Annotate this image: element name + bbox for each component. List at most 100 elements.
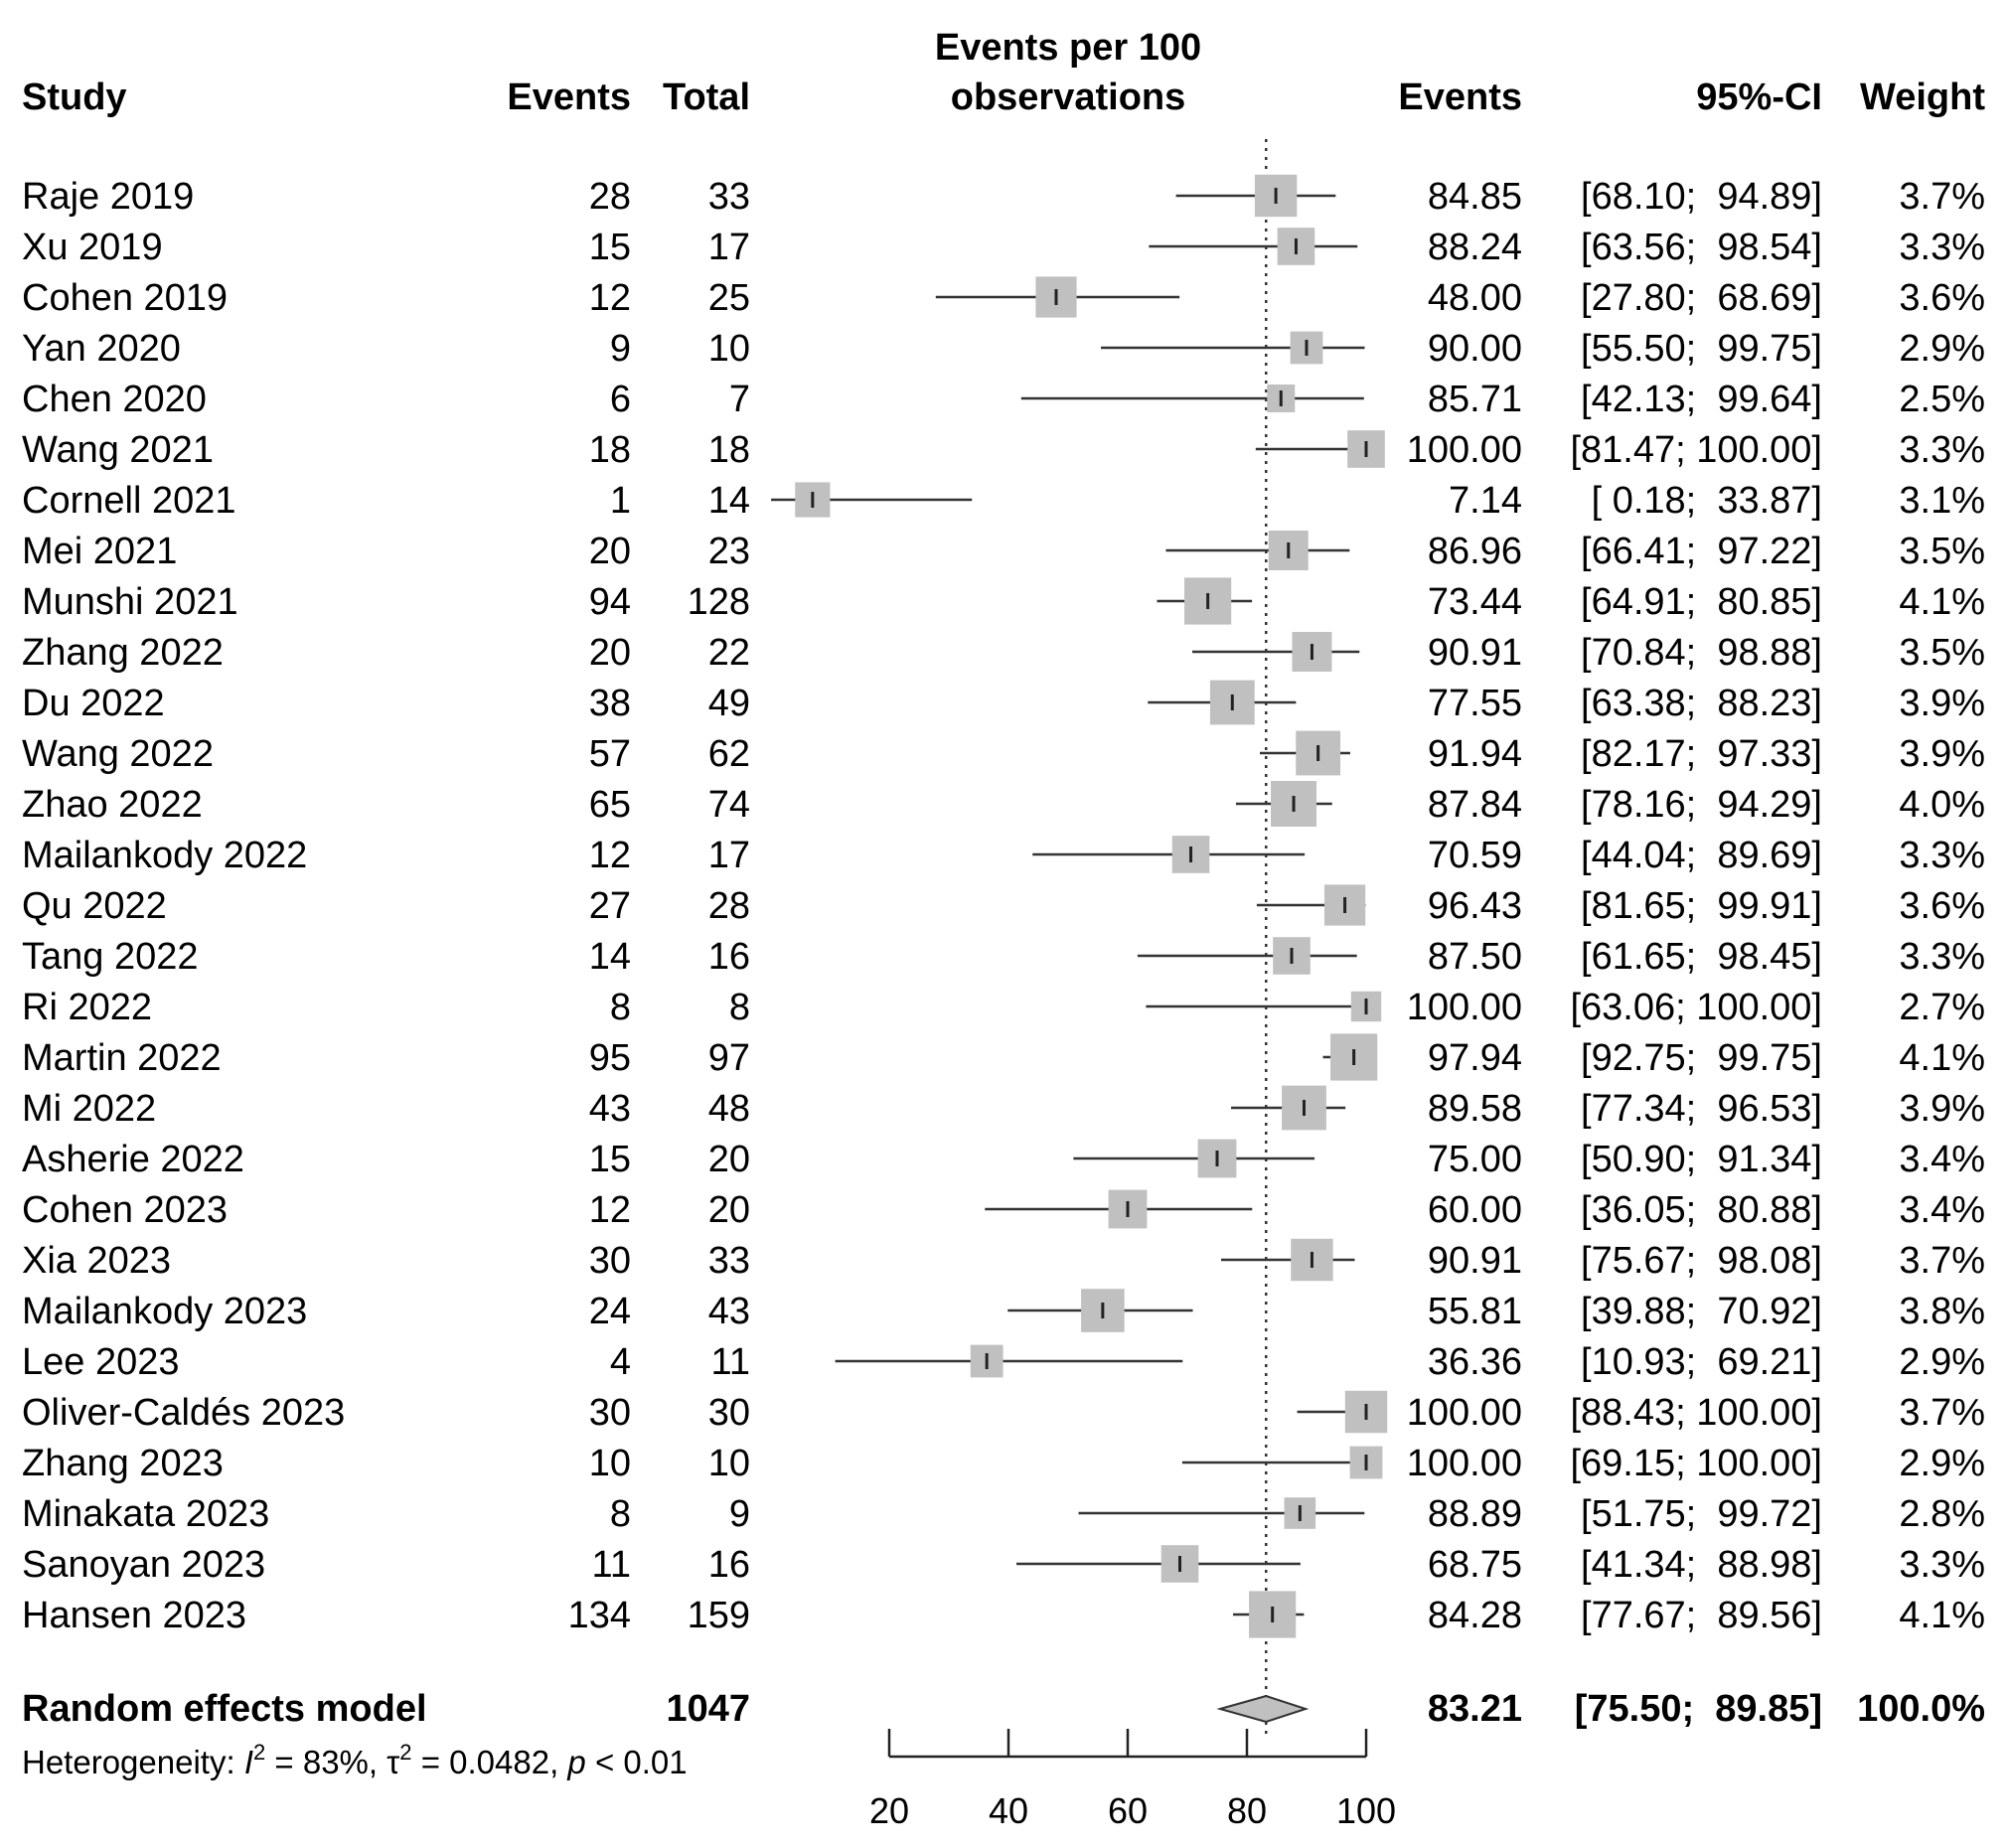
study-rate: 100.00 bbox=[1407, 1443, 1522, 1484]
column-headers: Study Events Total Events per 100 observ… bbox=[22, 27, 1985, 118]
study-row: Mailankody 2023 24 43 55.81 [39.88; 70.92] 3.… bbox=[22, 1289, 1985, 1332]
study-ci: [63.06; 100.00] bbox=[1570, 987, 1822, 1028]
study-ci: [68.10; 94.89] bbox=[1581, 176, 1822, 218]
study-ci: [55.50; 99.75] bbox=[1581, 328, 1822, 370]
study-ci: [92.75; 99.75] bbox=[1581, 1037, 1822, 1079]
study-row: Wang 2021 18 18 100.00 [81.47; 100.00] 3.3% bbox=[22, 429, 1985, 471]
study-weight: 3.5% bbox=[1899, 632, 1985, 674]
study-ci: [61.65; 98.45] bbox=[1581, 936, 1822, 978]
study-rate: 88.24 bbox=[1428, 227, 1522, 268]
study-name: Zhao 2022 bbox=[22, 784, 203, 826]
study-total: 74 bbox=[708, 784, 750, 826]
study-weight: 3.4% bbox=[1899, 1189, 1985, 1231]
study-name: Qu 2022 bbox=[22, 885, 167, 927]
study-weight: 3.9% bbox=[1899, 683, 1985, 724]
het-p-rest: < 0.01 bbox=[586, 1744, 688, 1780]
study-ci: [39.88; 70.92] bbox=[1581, 1291, 1822, 1332]
study-rate: 100.00 bbox=[1407, 987, 1522, 1028]
study-total: 48 bbox=[708, 1088, 750, 1130]
study-total: 22 bbox=[708, 632, 750, 674]
study-rate: 73.44 bbox=[1428, 581, 1522, 623]
study-weight: 3.3% bbox=[1899, 936, 1985, 978]
study-ci: [77.67; 89.56] bbox=[1581, 1595, 1822, 1636]
study-name: Xia 2023 bbox=[22, 1240, 171, 1282]
study-row: Yan 2020 9 10 90.00 [55.50; 99.75] 2.9% bbox=[22, 328, 1985, 370]
study-rate: 36.36 bbox=[1428, 1341, 1522, 1383]
study-events: 38 bbox=[589, 683, 631, 724]
study-rows: Raje 2019 28 33 84.85 [68.10; 94.89] 3.7% Xu 2… bbox=[22, 174, 1985, 1638]
study-rate: 90.91 bbox=[1428, 1240, 1522, 1282]
study-rate: 91.94 bbox=[1428, 733, 1522, 775]
summary-label: Random effects model bbox=[22, 1688, 427, 1730]
study-ci: [50.90; 91.34] bbox=[1581, 1139, 1822, 1180]
header-events-rate: Events bbox=[1398, 77, 1522, 118]
study-rate: 88.89 bbox=[1428, 1493, 1522, 1535]
study-row: Mailankody 2022 12 17 70.59 [44.04; 89.69] 3.… bbox=[22, 835, 1985, 876]
study-weight: 3.9% bbox=[1899, 1088, 1985, 1130]
heterogeneity-text: Heterogeneity: I2 = 83%, τ2 = 0.0482, p … bbox=[22, 1740, 688, 1780]
study-total: 25 bbox=[708, 277, 750, 319]
study-row: Tang 2022 14 16 87.50 [61.65; 98.45] 3.3% bbox=[22, 936, 1985, 978]
study-rate: 70.59 bbox=[1428, 835, 1522, 876]
study-total: 62 bbox=[708, 733, 750, 775]
study-row: Minakata 2023 8 9 88.89 [51.75; 99.72] 2.8% bbox=[22, 1493, 1985, 1535]
study-name: Xu 2019 bbox=[22, 227, 163, 268]
study-name: Asherie 2022 bbox=[22, 1139, 244, 1180]
study-rate: 84.85 bbox=[1428, 176, 1522, 218]
study-ci: [70.84; 98.88] bbox=[1581, 632, 1822, 674]
study-weight: 3.7% bbox=[1899, 1240, 1985, 1282]
study-name: Mei 2021 bbox=[22, 531, 177, 572]
study-name: Wang 2022 bbox=[22, 733, 214, 775]
study-rate: 100.00 bbox=[1407, 429, 1522, 471]
study-name: Sanoyan 2023 bbox=[22, 1544, 265, 1586]
study-weight: 3.8% bbox=[1899, 1291, 1985, 1332]
study-total: 20 bbox=[708, 1139, 750, 1180]
study-weight: 3.4% bbox=[1899, 1139, 1985, 1180]
study-ci: [66.41; 97.22] bbox=[1581, 531, 1822, 572]
study-weight: 2.9% bbox=[1899, 1443, 1985, 1484]
study-row: Cornell 2021 1 14 7.14 [ 0.18; 33.87] 3.1% bbox=[22, 480, 1985, 522]
het-tau-symbol: τ bbox=[386, 1744, 399, 1780]
study-weight: 3.6% bbox=[1899, 885, 1985, 927]
het-i-symbol: I bbox=[244, 1744, 253, 1780]
study-events: 12 bbox=[589, 835, 631, 876]
study-name: Du 2022 bbox=[22, 683, 165, 724]
study-ci: [63.56; 98.54] bbox=[1581, 227, 1822, 268]
study-weight: 3.7% bbox=[1899, 1392, 1985, 1434]
study-name: Zhang 2023 bbox=[22, 1443, 224, 1484]
study-row: Wang 2022 57 62 91.94 [82.17; 97.33] 3.9% bbox=[22, 730, 1985, 776]
study-row: Mi 2022 43 48 89.58 [77.34; 96.53] 3.9% bbox=[22, 1085, 1985, 1131]
study-total: 16 bbox=[708, 936, 750, 978]
study-name: Raje 2019 bbox=[22, 176, 194, 218]
study-events: 20 bbox=[589, 632, 631, 674]
study-total: 7 bbox=[729, 379, 750, 420]
study-ci: [77.34; 96.53] bbox=[1581, 1088, 1822, 1130]
het-tau-sup: 2 bbox=[399, 1740, 411, 1765]
study-events: 8 bbox=[610, 987, 631, 1028]
study-row: Raje 2019 28 33 84.85 [68.10; 94.89] 3.7% bbox=[22, 174, 1985, 218]
study-events: 24 bbox=[589, 1291, 631, 1332]
study-weight: 4.1% bbox=[1899, 1037, 1985, 1079]
study-events: 14 bbox=[589, 936, 631, 978]
study-ci: [88.43; 100.00] bbox=[1570, 1392, 1822, 1434]
het-prefix: Heterogeneity: bbox=[22, 1744, 244, 1780]
study-weight: 4.1% bbox=[1899, 1595, 1985, 1636]
study-events: 27 bbox=[589, 885, 631, 927]
x-tick-label: 100 bbox=[1336, 1790, 1396, 1831]
summary-total: 1047 bbox=[666, 1688, 750, 1730]
header-plot-line2: observations bbox=[951, 77, 1186, 118]
study-weight: 3.5% bbox=[1899, 531, 1985, 572]
het-tau-rest: = 0.0482, bbox=[412, 1744, 568, 1780]
het-i-rest: = 83%, bbox=[265, 1744, 386, 1780]
study-total: 33 bbox=[708, 1240, 750, 1282]
study-rate: 55.81 bbox=[1428, 1291, 1522, 1332]
study-row: Du 2022 38 49 77.55 [63.38; 88.23] 3.9% bbox=[22, 680, 1985, 725]
study-row: Cohen 2023 12 20 60.00 [36.05; 80.88] 3.4% bbox=[22, 1189, 1985, 1231]
study-events: 57 bbox=[589, 733, 631, 775]
study-total: 159 bbox=[688, 1595, 750, 1636]
study-name: Wang 2021 bbox=[22, 429, 214, 471]
header-total: Total bbox=[663, 77, 750, 118]
study-name: Mailankody 2022 bbox=[22, 835, 307, 876]
study-events: 1 bbox=[610, 480, 631, 522]
